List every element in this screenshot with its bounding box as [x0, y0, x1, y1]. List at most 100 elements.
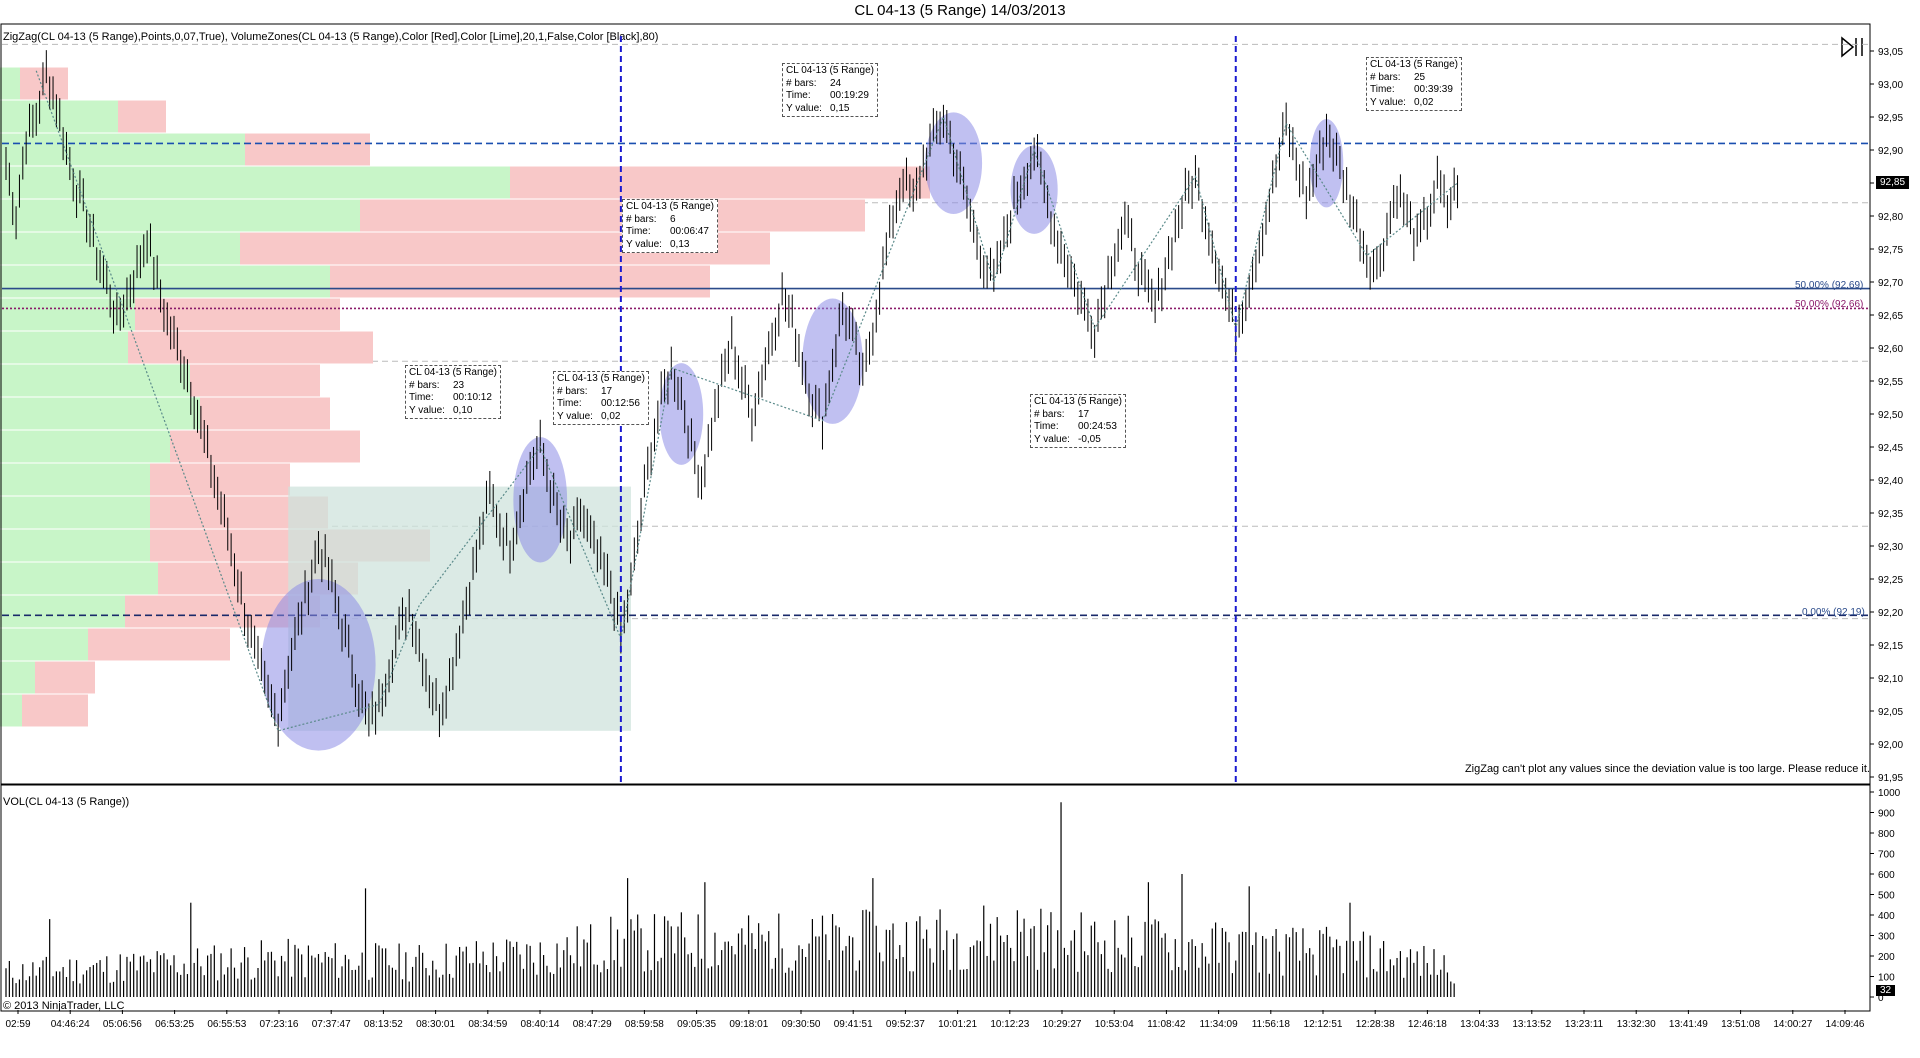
price-tick-label: 92,55 [1878, 377, 1903, 388]
time-tick-label: 11:34:09 [1200, 1019, 1239, 1030]
price-tick-label: 92,50 [1878, 410, 1903, 421]
info-box-bars: 23 [453, 379, 465, 391]
volume-zone-sell [360, 199, 865, 232]
volume-zone-sell [190, 364, 320, 397]
volume-panel-label: VOL(CL 04-13 (5 Range)) [3, 796, 130, 808]
time-tick-label: 11:08:42 [1147, 1019, 1186, 1030]
volume-zone-buy [0, 595, 125, 628]
info-box-bars-key: # bars: [626, 213, 657, 225]
volume-zone-buy [0, 628, 88, 661]
info-box[interactable]: CL 04-13 (5 Range) # bars: 24 Time: 00:19:… [782, 63, 879, 117]
info-box-time-key: Time: [786, 90, 811, 101]
info-box-time: 00:10:12 [453, 392, 492, 403]
price-tick-label: 91,95 [1878, 773, 1903, 784]
info-box[interactable]: CL 04-13 (5 Range) # bars: 23 Time: 00:10:… [405, 365, 502, 419]
time-tick-label: 07:37:47 [312, 1019, 351, 1030]
volume-zone-sell [330, 265, 710, 298]
volume-zone-sell [245, 133, 370, 166]
fib-label-50-upper: 50,00% (92,69) [1795, 280, 1864, 291]
price-tick-label: 92,40 [1878, 476, 1903, 487]
volume-zone-buy [0, 562, 158, 595]
price-tick-label: 92,25 [1878, 575, 1903, 586]
price-tick-label: 92,60 [1878, 344, 1903, 355]
zigzag-warning: ZigZag can't plot any values since the d… [1464, 763, 1870, 775]
info-box[interactable]: CL 04-13 (5 Range) # bars: 17 Time: 00:24:… [1030, 394, 1127, 448]
volume-zone-sell [510, 166, 930, 199]
volume-zone-sell [150, 463, 290, 496]
time-tick-label: 11:56:18 [1252, 1019, 1291, 1030]
time-tick-label: 10:53:04 [1095, 1019, 1134, 1030]
time-tick-label: 10:29:27 [1043, 1019, 1082, 1030]
time-tick-label: 05:06:56 [103, 1019, 142, 1030]
volume-bars [5, 802, 1455, 997]
price-tick-label: 92,70 [1878, 278, 1903, 289]
info-box-y-key: Y value: [409, 404, 445, 416]
volume-zone-buy [0, 529, 150, 562]
volume-zone-sell [22, 694, 88, 727]
volume-zone-buy [0, 67, 20, 100]
info-box-bars: 25 [1414, 71, 1426, 83]
price-axis: 93,0593,0092,9592,9092,8592,8092,7592,70… [1870, 47, 1903, 784]
info-box-time: 00:06:47 [670, 226, 709, 237]
volume-tick-label: 200 [1878, 952, 1895, 963]
price-tick-label: 92,30 [1878, 542, 1903, 553]
chart-title: CL 04-13 (5 Range) 14/03/2013 [854, 2, 1066, 19]
time-tick-label: 10:12:23 [990, 1019, 1029, 1030]
info-box-time: 00:19:29 [830, 90, 869, 101]
volume-tick-label: 900 [1878, 809, 1895, 820]
volume-zone-sell [200, 397, 330, 430]
info-box[interactable]: CL 04-13 (5 Range) # bars: 25 Time: 00:39:… [1366, 57, 1463, 111]
copyright: © 2013 NinjaTrader, LLC [3, 1000, 125, 1012]
info-box-bars-key: # bars: [786, 77, 817, 89]
volume-tick-label: 100 [1878, 973, 1895, 984]
volume-tick-label: 600 [1878, 870, 1895, 881]
time-tick-label: 09:05:35 [677, 1019, 716, 1030]
volume-zone-buy [0, 232, 240, 265]
price-tick-label: 92,65 [1878, 311, 1903, 322]
volume-zone-buy [0, 661, 35, 694]
info-box-bars-key: # bars: [1370, 71, 1401, 83]
time-tick-label: 13:41:49 [1669, 1019, 1708, 1030]
price-tick-label: 92,75 [1878, 245, 1903, 256]
info-box-time-key: Time: [626, 226, 651, 237]
time-tick-label: 13:32:30 [1617, 1019, 1656, 1030]
indicator-label: ZigZag(CL 04-13 (5 Range),Points,0,07,Tr… [3, 31, 659, 43]
time-tick-label: 08:47:29 [573, 1019, 612, 1030]
price-tick-label: 92,10 [1878, 674, 1903, 685]
volume-zone-sell [88, 628, 230, 661]
info-box-header: CL 04-13 (5 Range) [1034, 396, 1123, 407]
info-box-time-key: Time: [409, 392, 434, 403]
info-box-y: 0,02 [601, 410, 621, 422]
price-tick-label: 93,00 [1878, 80, 1903, 91]
volume-zone-buy [0, 364, 190, 397]
volume-tick-label: 500 [1878, 891, 1895, 902]
time-tick-label: 12:12:51 [1304, 1019, 1343, 1030]
ellipse-marker [659, 363, 704, 465]
time-tick-label: 06:53:25 [155, 1019, 194, 1030]
time-tick-label: 13:51:08 [1721, 1019, 1760, 1030]
volume-zone-buy [0, 100, 118, 133]
time-tick-label: 07:23:16 [260, 1019, 299, 1030]
info-box-y-key: Y value: [626, 238, 662, 250]
volume-zone-sell [118, 100, 166, 133]
volume-zone-buy [0, 397, 200, 430]
expand-icon[interactable] [1840, 36, 1866, 58]
volume-zone-buy [0, 298, 135, 331]
info-box-time-key: Time: [1034, 421, 1059, 432]
time-tick-label: 12:46:18 [1408, 1019, 1447, 1030]
fib-label-0: 0,00% (92,19) [1802, 607, 1865, 618]
price-tick-label: 92,80 [1878, 212, 1903, 223]
fib-label-50-lower: 50,00% (92,66) [1795, 299, 1864, 310]
price-tick-label: 92,35 [1878, 509, 1903, 520]
volume-zone-sell [20, 67, 68, 100]
info-box-bars: 6 [670, 213, 676, 225]
info-box[interactable]: CL 04-13 (5 Range) # bars: 17 Time: 00:12:… [553, 371, 650, 425]
ellipse-marker [261, 579, 376, 751]
info-box[interactable]: CL 04-13 (5 Range) # bars: 6 Time: 00:06:4… [622, 199, 719, 253]
time-tick-label: 06:55:53 [207, 1019, 246, 1030]
info-box-bars: 24 [830, 77, 842, 89]
info-box-y: -0,05 [1078, 433, 1101, 445]
volume-zone-buy [0, 166, 510, 199]
